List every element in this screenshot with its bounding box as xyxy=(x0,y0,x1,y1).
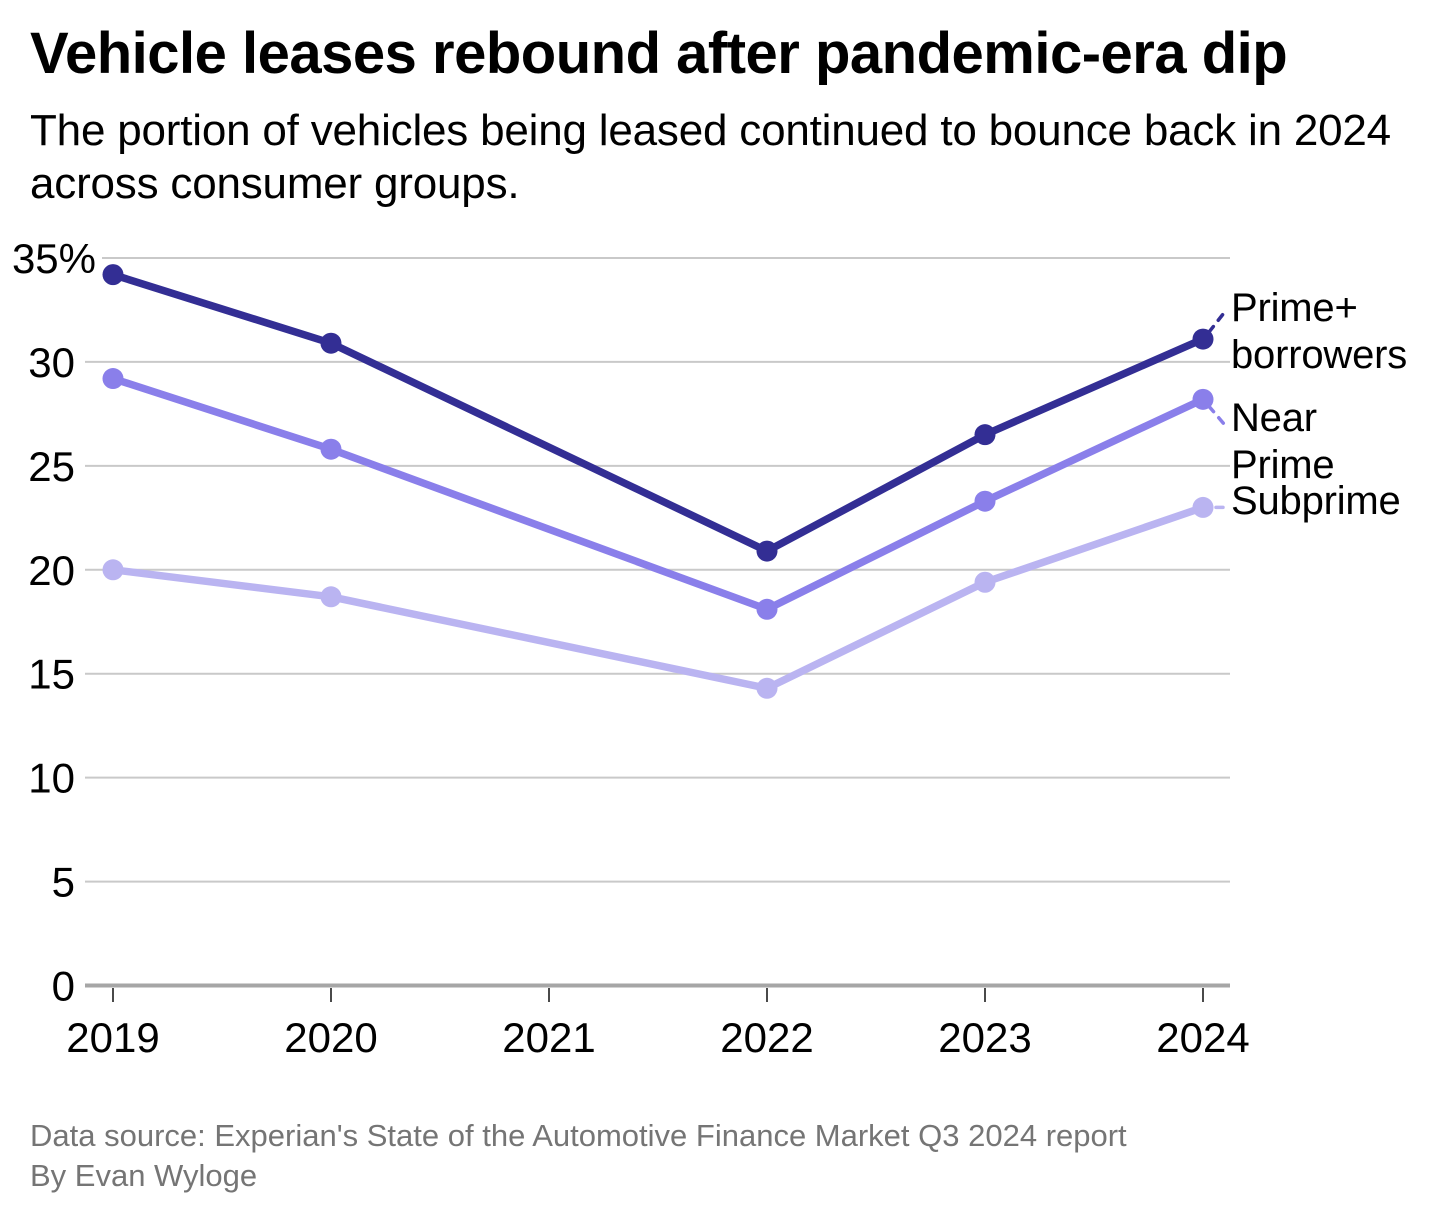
x-tick-label: 2020 xyxy=(284,1014,377,1061)
y-tick-label: 20 xyxy=(28,547,75,594)
data-point-prime-borrowers xyxy=(102,264,124,286)
chart-subtitle: The portion of vehicles being leased con… xyxy=(30,106,1391,209)
label-leader-near-prime xyxy=(1207,404,1228,429)
data-point-subprime xyxy=(320,586,342,608)
y-tick-label: 5 xyxy=(52,859,75,906)
series-line-prime-borrowers xyxy=(109,270,1207,555)
data-point-subprime xyxy=(1192,496,1214,518)
y-tick-label: 35% xyxy=(12,235,96,282)
data-point-near-prime xyxy=(102,368,124,390)
label-leader-prime-borrowers xyxy=(1207,307,1229,334)
y-tick-label: 0 xyxy=(52,963,75,1010)
data-point-prime-borrowers xyxy=(320,332,342,354)
data-point-near-prime xyxy=(320,438,342,460)
series-label-near-prime: Near Prime xyxy=(1231,395,1335,489)
data-point-near-prime xyxy=(756,598,778,620)
data-point-near-prime xyxy=(974,490,996,512)
series-line-subprime xyxy=(109,503,1207,693)
x-tick-label: 2021 xyxy=(502,1014,595,1061)
data-point-subprime xyxy=(102,559,124,581)
y-tick-label: 30 xyxy=(28,339,75,386)
data-point-prime-borrowers xyxy=(1192,328,1214,350)
series-label-line: Prime+ xyxy=(1231,286,1358,330)
series-label-line: Near xyxy=(1231,396,1317,440)
chart-title: Vehicle leases rebound after pandemic-er… xyxy=(30,21,1288,86)
byline: By Evan Wyloge xyxy=(30,1158,258,1193)
data-point-prime-borrowers xyxy=(756,540,778,562)
series-label-line: Subprime xyxy=(1231,479,1401,523)
data-point-subprime xyxy=(756,677,778,699)
y-tick-label: 10 xyxy=(28,755,75,802)
x-tick-label: 2022 xyxy=(720,1014,813,1061)
series-label-line: Prime xyxy=(1231,443,1335,487)
y-tick-label: 25 xyxy=(28,443,75,490)
y-tick-label: 15 xyxy=(28,651,75,698)
x-tick-label: 2023 xyxy=(938,1014,1031,1061)
data-point-prime-borrowers xyxy=(974,424,996,446)
data-point-subprime xyxy=(974,571,996,593)
data-source-note: Data source: Experian's State of the Aut… xyxy=(30,1118,1127,1153)
chart-footer: Data source: Experian's State of the Aut… xyxy=(30,1116,1127,1196)
series-label-line: borrowers xyxy=(1231,333,1408,377)
series-label-subprime: Subprime xyxy=(1231,478,1401,525)
data-point-near-prime xyxy=(1192,388,1214,410)
x-tick-label: 2019 xyxy=(66,1014,159,1061)
x-tick-label: 2024 xyxy=(1156,1014,1249,1061)
series-label-prime-plus-borrowers: Prime+ borrowers xyxy=(1231,285,1407,379)
